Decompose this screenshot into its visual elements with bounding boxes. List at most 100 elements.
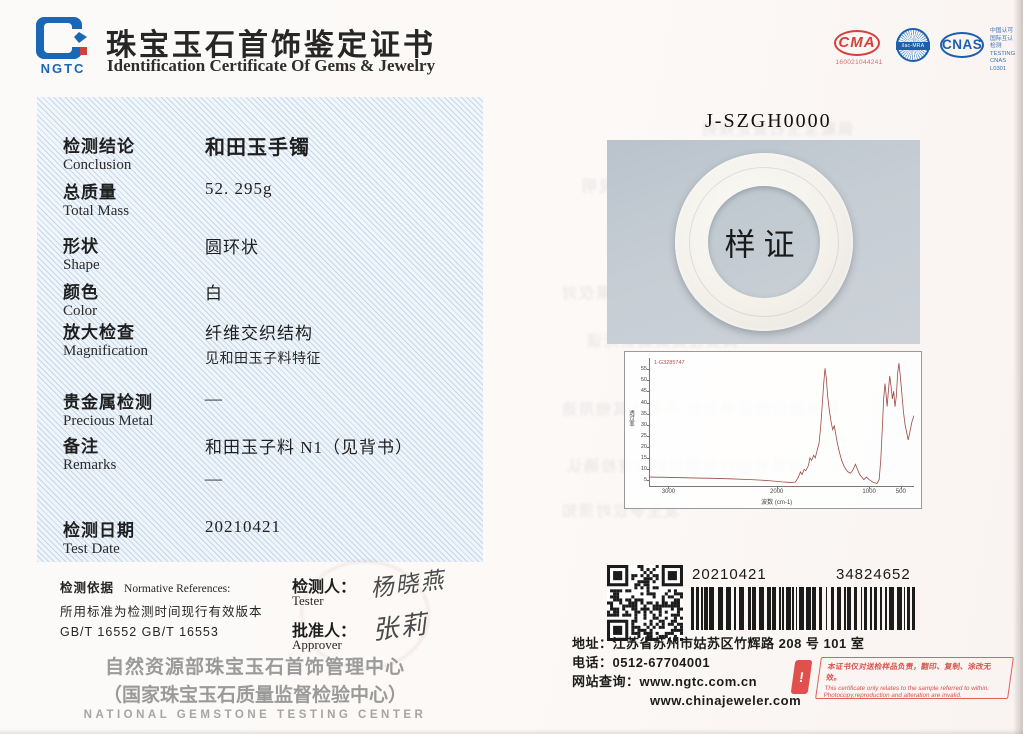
scan-edge-shadow-bottom [0,729,1023,734]
normative-line1: 所用标准为检测时间现行有效版本 [60,605,263,619]
cma-mark-icon: CMA [834,30,880,56]
x-axis-tickmark [776,486,778,489]
barcode-bar [885,587,888,630]
field-conclusion: 检测结论 Conclusion 和田玉手镯 [63,132,483,174]
field-value-secondary: 见和田玉子料特征 [205,352,321,367]
info-panel [37,97,483,562]
y-axis-tickmark [647,435,650,437]
barcode-bar [792,587,795,630]
field-label-en: Color [63,303,98,319]
issuing-organization: 自然资源部珠宝玉石首饰管理中心 （国家珠宝玉石质量监督检验中心） NATIONA… [70,652,440,721]
y-axis-tick: 5 [643,477,647,484]
y-axis-tick: 50 [640,377,647,384]
ngtc-logo-text: NGTC [40,61,86,76]
cma-number: 160021044241 [835,59,883,66]
barcode-bar [907,587,911,630]
x-axis-tick: 500 [895,489,906,495]
field-label-zh: 备注 [63,437,99,456]
barcode-bar [704,587,708,630]
validity-warning: ! 本证书仅对送检样品负责，翻印、复制、涂改无效。 This certifica… [790,657,1014,699]
field-label-en: Magnification [63,343,148,359]
y-axis-tickmark [647,391,650,393]
barcode-bar [870,587,873,630]
field-remarks: 备注 Remarks 和田玉子料 N1（见背书） — [63,432,483,488]
x-axis-tick: 3000 [661,489,676,495]
barcode-bar [805,587,811,630]
certificate-serial-number: 34824652 [836,566,911,583]
faint-stamp-circle [300,560,430,670]
warning-text-en: This certificate only relates to the sam… [823,685,1004,700]
normative-title-zh: 检测依据 [60,581,115,595]
contact-address: 地址：江苏省苏州市姑苏区竹辉路 208 号 101 室 [572,636,865,651]
spectrum-xlabel: 波数 (cm-1) [761,500,793,506]
ilac-mra-mark-icon: ilac-MRA [896,28,930,62]
org-name-zh-alt: （国家珠宝玉石质量监督检验中心） [102,685,407,706]
ngtc-logo-icon [36,17,87,59]
barcode-bar [700,587,703,630]
contact-website2: www.chinajeweler.com [650,693,802,708]
barcode-bar [709,587,715,630]
barcode-bar [843,587,846,630]
bangle-hole [707,186,820,298]
tester-label-zh: 检测人： [292,579,357,596]
field-label-en: Remarks [63,457,117,473]
signature-block: 检测人： 杨晓燕 Tester 批准人： 张莉 Approver [292,568,512,663]
warning-en-line1: This certificate only relates to the sam… [824,684,990,692]
field-label-en: Total Mass [63,203,130,219]
x-axis-tickmark [668,486,670,489]
bangle-ridge [688,167,839,317]
red-dot-icon [80,47,87,55]
barcode-bar [911,587,916,630]
barcode-bar [847,587,851,630]
sample-code: J-SZGH0000 [705,110,832,132]
y-axis-tickmark [647,380,650,382]
barcode-bar [897,587,903,630]
field-label-zh: 贵金属检测 [63,393,153,412]
field-value: 20210421 [205,517,281,536]
qr-code [607,565,683,641]
field-label-en: Test Date [63,541,120,557]
y-axis-tickmark [647,424,650,426]
barcode-bar [691,587,695,630]
normative-line2: GB/T 16552 GB/T 16553 [60,625,219,639]
cnas-mark-icon: CNAS [940,32,984,58]
barcode-bar [734,587,736,630]
barcode-bar [853,587,858,630]
field-label-en: Precious Metal [63,413,154,429]
barcode-bar [830,587,834,630]
field-test-date: 检测日期 Test Date 20210421 [63,516,483,558]
exclamation-icon: ! [790,660,813,694]
barcode-bar [812,587,816,630]
field-label-zh: 检测结论 [63,137,135,156]
barcode-bar [695,587,700,630]
field-label-zh: 颜色 [63,283,99,302]
barcode-date: 20210421 [692,566,767,583]
warning-text-zh: 本证书仅对送检样品负责，翻印、复制、涂改无效。 [825,662,992,682]
y-axis-tick: 55 [640,366,647,373]
barcode [691,587,919,630]
org-name-zh: 自然资源部珠宝玉石首饰管理中心 [104,657,405,678]
barcode-bar [818,587,823,630]
field-value: 圆环状 [205,238,259,257]
x-axis-tick: 1000 [862,489,876,495]
contact-website1: 网站查询：www.ngtc.com.cn [572,674,758,689]
field-label-zh: 放大检查 [63,323,135,342]
barcode-bar [779,587,781,630]
cnas-side-text: 中国认可 国际互认 检测 TESTING CNAS L0301 [990,28,1016,72]
barcode-bar [888,587,894,630]
field-value: 和田玉子料 N1（见背书） [205,438,414,457]
y-axis-tick: 15 [640,455,647,462]
infrared-spectrum-chart: 1-G3285747 55 50 45 40 35 30 25 20 15 10 5 3000 2000… [624,351,922,509]
barcode-bar [798,587,804,630]
field-value: 和田玉手镯 [205,137,310,159]
scan-edge-shadow [1013,0,1023,734]
ilac-mra-label: ilac-MRA [896,42,930,50]
sample-watermark: 样证 [724,227,803,263]
y-axis-tickmark [647,413,650,415]
field-value-secondary: — [205,469,223,488]
barcode-gap [915,587,918,630]
barcode-bar [725,587,731,630]
spectrum-line [650,358,914,486]
warning-box: 本证书仅对送检样品负责，翻印、复制、涂改无效。 This certificate… [815,657,1014,699]
